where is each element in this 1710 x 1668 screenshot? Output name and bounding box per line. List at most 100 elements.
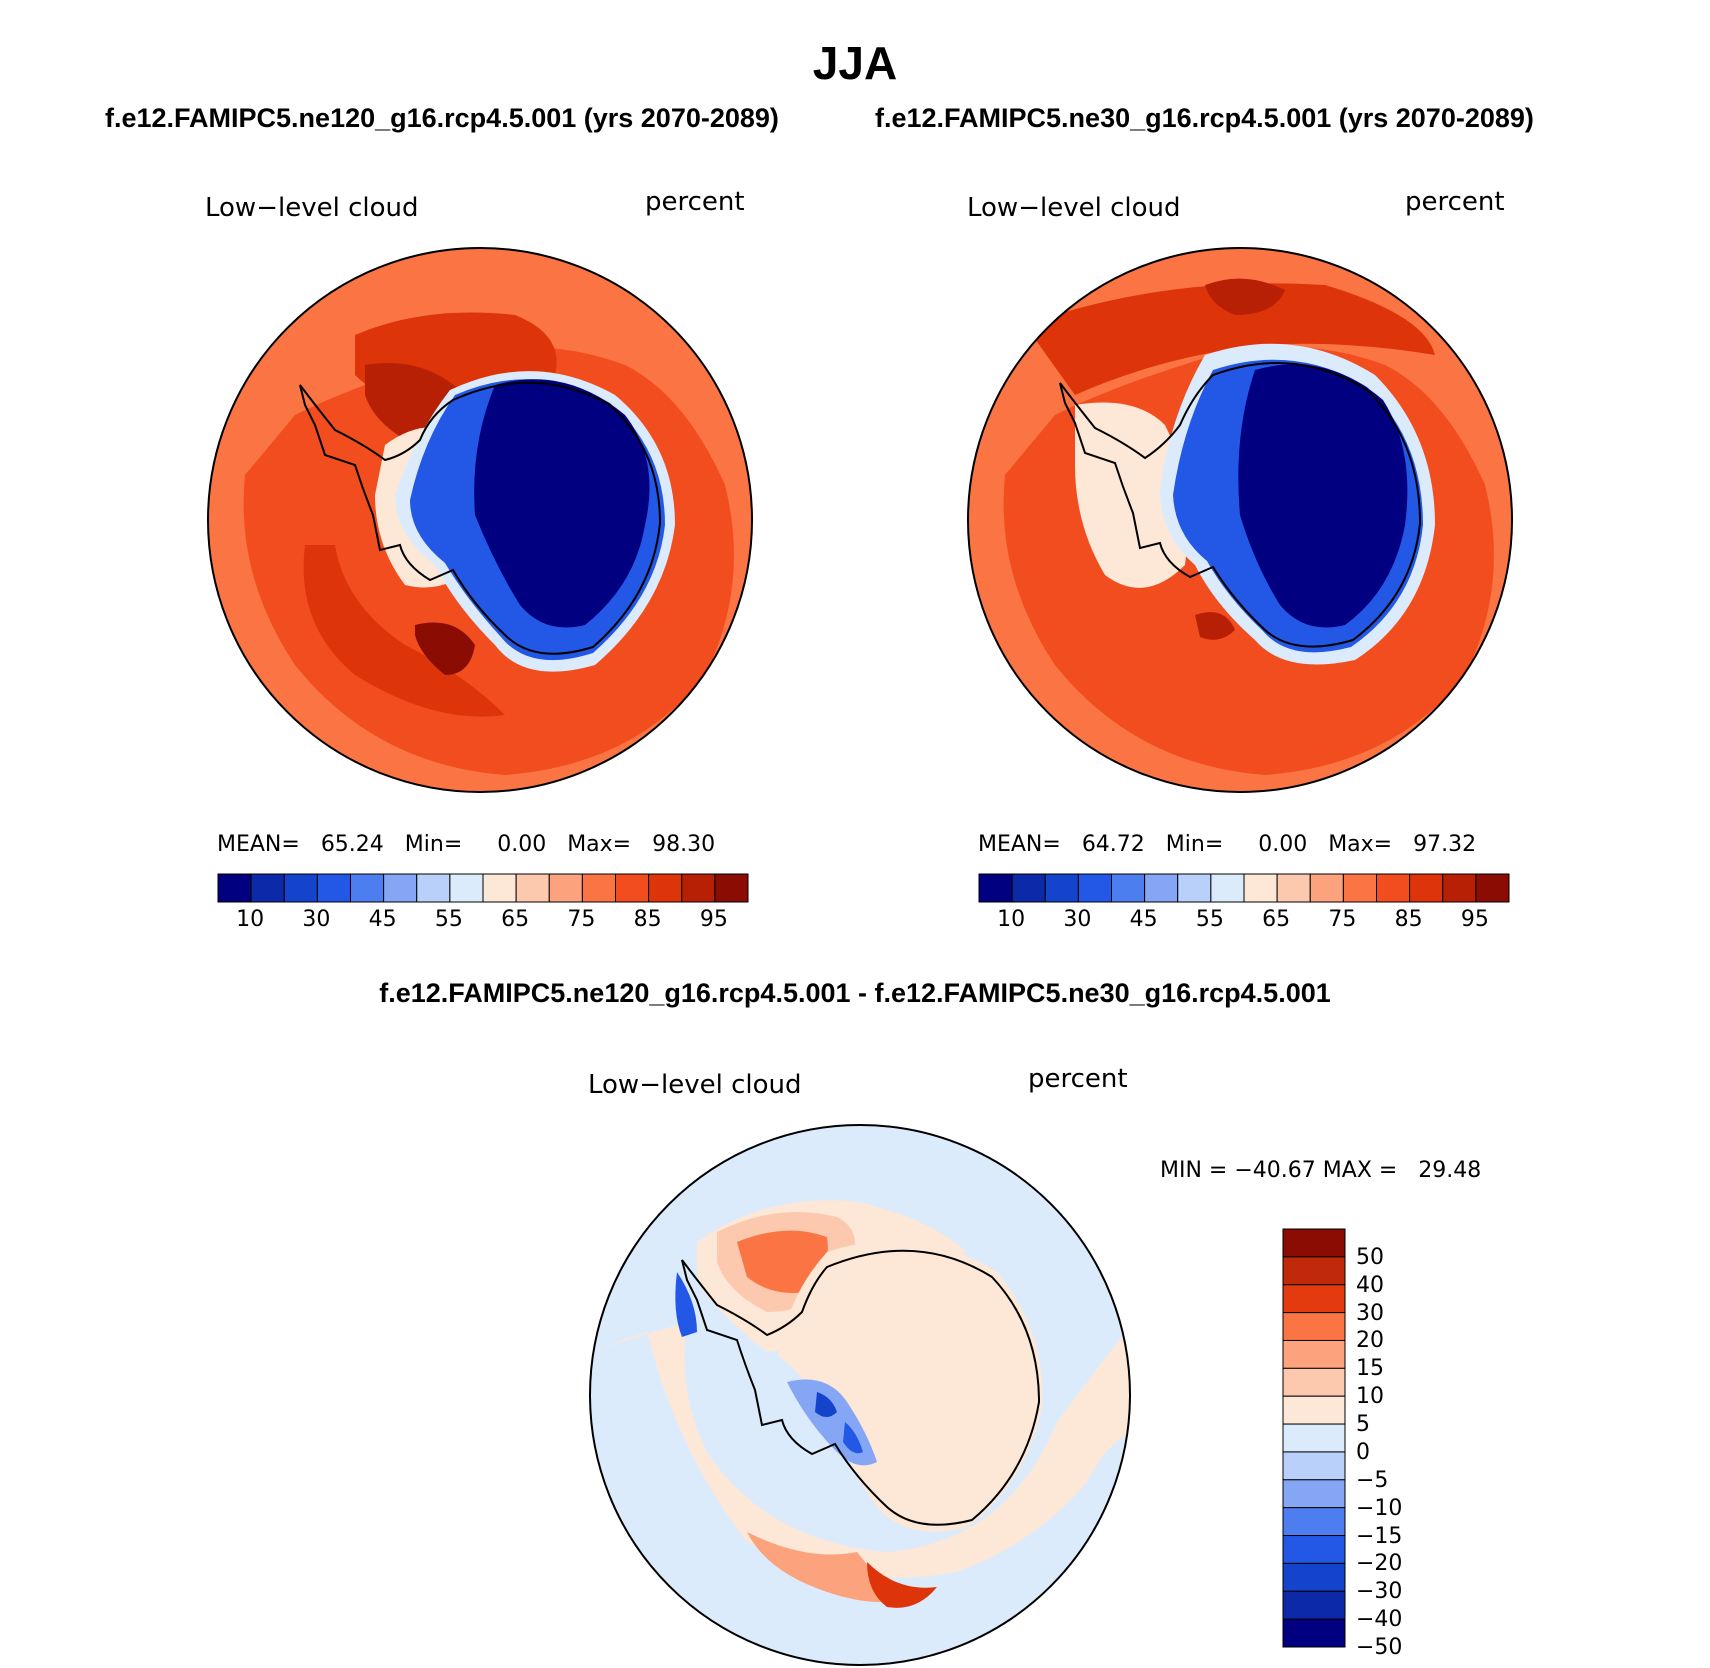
panel-1-case-title: f.e12.FAMIPC5.ne120_g16.rcp4.5.001 (yrs … bbox=[105, 103, 779, 133]
panel-1-colorbar-swatch bbox=[515, 873, 550, 903]
panel-1-variable-label: Low−level cloud bbox=[205, 193, 419, 223]
diff-stats: MIN = −40.67 MAX = 29.48 bbox=[1160, 1158, 1481, 1183]
diff-colorbar-swatch bbox=[1282, 1562, 1346, 1592]
diff-colorbar-tick-label: −15 bbox=[1356, 1523, 1403, 1549]
panel-1-colorbar-swatch bbox=[250, 873, 285, 903]
panel-2-colorbar-swatch bbox=[1376, 873, 1411, 903]
diff-colorbar-swatch bbox=[1282, 1284, 1346, 1314]
panel-1-colorbar-swatch bbox=[217, 873, 252, 903]
panel-1-max-label: Max= bbox=[567, 832, 632, 857]
panel-1-colorbar-swatch bbox=[283, 873, 318, 903]
panel-1-colorbar-swatch bbox=[548, 873, 583, 903]
diff-colorbar-tick-label: −20 bbox=[1356, 1551, 1403, 1577]
panel-1-colorbar-swatch bbox=[714, 873, 749, 903]
diff-colorbar-tick-label: 20 bbox=[1356, 1328, 1384, 1354]
diff-colorbar-tick-label: −50 bbox=[1356, 1635, 1403, 1660]
panel-2-variable-label: Low−level cloud bbox=[967, 193, 1181, 223]
panel-2-min-label: Min= bbox=[1165, 832, 1224, 857]
panel-2-min-value: 0.00 bbox=[1258, 832, 1308, 857]
diff-colorbar-swatch bbox=[1282, 1618, 1346, 1648]
panel-2-stats: MEAN= 64.72 Min= 0.00 Max= 97.32 bbox=[978, 832, 1476, 857]
panel-1-stats: MEAN= 65.24 Min= 0.00 Max= 98.30 bbox=[217, 832, 715, 857]
diff-colorbar-tick-label: −30 bbox=[1356, 1579, 1403, 1605]
panel-2-colorbar-ticks: 10 30 45 55 65 75 85 95 bbox=[978, 907, 1510, 937]
panel-1-colorbar-swatch bbox=[581, 873, 616, 903]
diff-colorbar-ticks: 50 40 30 20 15 10 5 0 −5 −10 −15 −20 −30 −40 −50 bbox=[1356, 1228, 1436, 1660]
panel-1-colorbar-swatch bbox=[350, 873, 385, 903]
diff-max-value: 29.48 bbox=[1418, 1158, 1482, 1183]
panel-2-colorbar-swatch bbox=[1044, 873, 1079, 903]
panel-2-colorbar-tick-label: 45 bbox=[1129, 907, 1158, 932]
panel-2-colorbar-swatch bbox=[1409, 873, 1444, 903]
panel-1-colorbar-swatch bbox=[449, 873, 484, 903]
diff-colorbar-tick-label: 50 bbox=[1356, 1244, 1384, 1270]
diff-colorbar-swatch bbox=[1282, 1423, 1346, 1453]
panel-1-colorbar-tick-label: 95 bbox=[699, 907, 728, 932]
panel-1-colorbar-swatch bbox=[681, 873, 716, 903]
panel-2-colorbar-swatch bbox=[1111, 873, 1146, 903]
panel-2-colorbar-swatch bbox=[1210, 873, 1245, 903]
diff-colorbar-swatch bbox=[1282, 1479, 1346, 1509]
diff-colorbar-swatch bbox=[1282, 1312, 1346, 1341]
panel-2-mean-label: MEAN= bbox=[978, 832, 1061, 857]
panel-1-min-label: Min= bbox=[404, 832, 463, 857]
diff-colorbar-swatch bbox=[1282, 1535, 1346, 1564]
panel-2-mean-value: 64.72 bbox=[1081, 832, 1145, 857]
panel-1-colorbar-tick-label: 85 bbox=[633, 907, 662, 932]
panel-1-colorbar-tick-label: 65 bbox=[501, 907, 530, 932]
panel-1-colorbar-tick-label: 75 bbox=[567, 907, 596, 932]
panel-1-colorbar-tick-label: 10 bbox=[236, 907, 265, 932]
panel-1-colorbar-swatch bbox=[648, 873, 683, 903]
panel-1-colorbar-swatch bbox=[316, 873, 351, 903]
diff-colorbar-swatch bbox=[1282, 1367, 1346, 1397]
panel-2-colorbar-swatch bbox=[1276, 873, 1311, 903]
panel-2-colorbar-tick-label: 95 bbox=[1460, 907, 1489, 932]
panel-2-colorbar-tick-label: 85 bbox=[1394, 907, 1423, 932]
diff-colorbar-swatch bbox=[1282, 1395, 1346, 1425]
panel-2-colorbar-tick-label: 30 bbox=[1063, 907, 1092, 932]
panel-2-colorbar-swatch bbox=[1475, 873, 1510, 903]
panel-2-colorbar-swatch bbox=[1177, 873, 1212, 903]
panel-1-colorbar-swatch bbox=[615, 873, 650, 903]
panel-1-units-label: percent bbox=[645, 187, 745, 217]
panel-1-max-value: 98.30 bbox=[652, 832, 716, 857]
panel-1-mean-label: MEAN= bbox=[217, 832, 300, 857]
diff-colorbar-tick-label: 15 bbox=[1356, 1356, 1384, 1382]
panel-1-colorbar-swatch bbox=[482, 873, 517, 903]
panel-2-colorbar-swatch bbox=[978, 873, 1013, 903]
panel-1-colorbar-tick-label: 45 bbox=[368, 907, 397, 932]
panel-1-colorbar-swatch bbox=[383, 873, 418, 903]
panel-2-colorbar-swatch bbox=[1309, 873, 1344, 903]
diff-colorbar-tick-label: 40 bbox=[1356, 1272, 1384, 1298]
panel-1-colorbar-swatch bbox=[416, 873, 451, 903]
diff-colorbar-tick-label: 30 bbox=[1356, 1300, 1384, 1326]
diff-colorbar-tick-label: −5 bbox=[1356, 1467, 1389, 1493]
panel-2-colorbar-tick-label: 75 bbox=[1328, 907, 1357, 932]
diff-colorbar-swatch bbox=[1282, 1451, 1346, 1481]
panel-2-colorbar-tick-label: 65 bbox=[1262, 907, 1291, 932]
diff-colorbar-swatch bbox=[1282, 1507, 1346, 1537]
diff-colorbar-swatch bbox=[1282, 1339, 1346, 1369]
figure-title: JJA bbox=[812, 37, 898, 89]
panel-1-colorbar-tick-label: 55 bbox=[434, 907, 463, 932]
panel-2-max-label: Max= bbox=[1328, 832, 1393, 857]
diff-colorbar-swatch bbox=[1282, 1228, 1346, 1258]
panel-2-colorbar-swatch bbox=[1077, 873, 1112, 903]
panel-2-polar-map bbox=[967, 247, 1513, 793]
diff-colorbar-swatch bbox=[1282, 1256, 1346, 1286]
diff-units-label: percent bbox=[1028, 1064, 1128, 1094]
diff-variable-label: Low−level cloud bbox=[588, 1070, 802, 1100]
diff-colorbar-tick-label: 5 bbox=[1356, 1412, 1370, 1438]
panel-2-colorbar-swatch bbox=[1442, 873, 1477, 903]
diff-colorbar-tick-label: 10 bbox=[1356, 1384, 1384, 1410]
diff-min-label: MIN = bbox=[1160, 1158, 1228, 1183]
panel-1-min-value: 0.00 bbox=[497, 832, 547, 857]
diff-colorbar-tick-label: −10 bbox=[1356, 1495, 1403, 1521]
panel-2-colorbar-swatch bbox=[1011, 873, 1046, 903]
diff-colorbar-tick-label: −40 bbox=[1356, 1607, 1403, 1633]
panel-2-colorbar-swatch bbox=[1144, 873, 1179, 903]
panel-2-colorbar-swatch bbox=[1342, 873, 1377, 903]
panel-2-colorbar-tick-label: 10 bbox=[997, 907, 1026, 932]
diff-min-value: −40.67 bbox=[1234, 1158, 1316, 1183]
difference-title: f.e12.FAMIPC5.ne120_g16.rcp4.5.001 - f.e… bbox=[379, 978, 1331, 1008]
